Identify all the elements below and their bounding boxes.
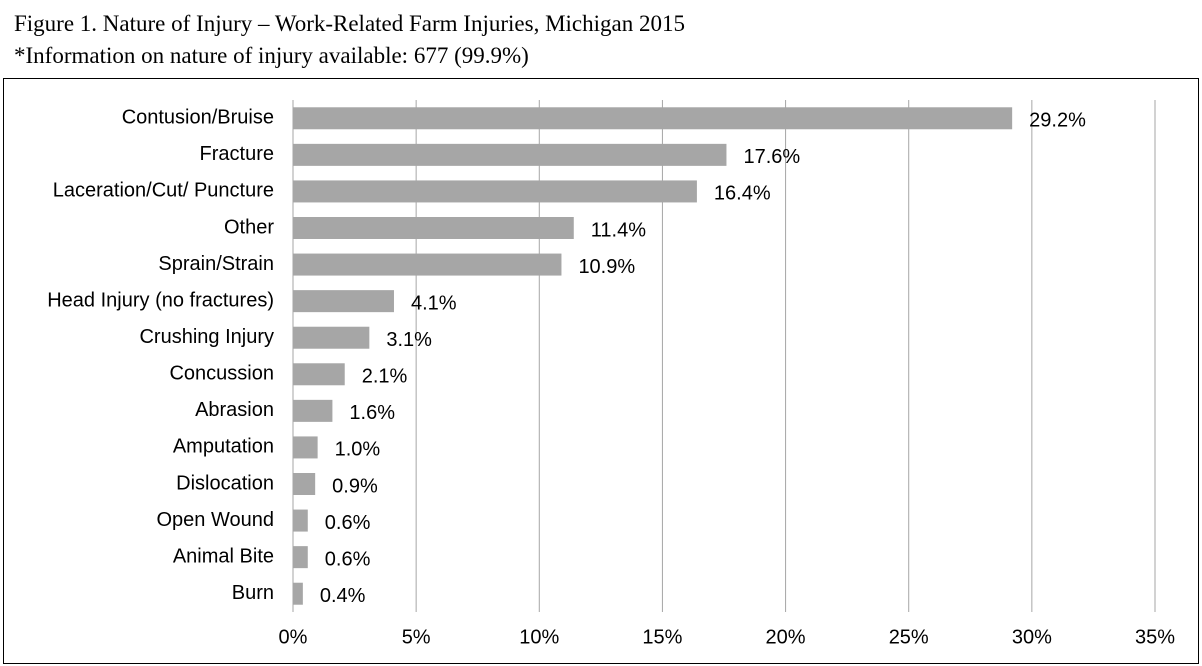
value-label: 0.9% bbox=[332, 475, 378, 497]
value-label: 11.4% bbox=[591, 219, 646, 241]
bar bbox=[293, 363, 345, 386]
y-tick-label: Fracture bbox=[200, 143, 274, 165]
x-tick-label: 0% bbox=[279, 626, 308, 648]
bar bbox=[293, 180, 697, 203]
y-tick-label: Head Injury (no fractures) bbox=[47, 289, 274, 311]
x-tick-label: 35% bbox=[1135, 626, 1175, 648]
chart-frame bbox=[3, 78, 1199, 664]
value-label: 0.6% bbox=[325, 548, 371, 570]
y-tick-label: Laceration/Cut/ Puncture bbox=[53, 180, 274, 202]
chart-subtitle: *Information on nature of injury availab… bbox=[14, 43, 529, 68]
y-tick-label: Concussion bbox=[169, 363, 274, 385]
bar bbox=[293, 253, 562, 276]
bar bbox=[293, 473, 316, 495]
y-tick-label: Sprain/Strain bbox=[158, 253, 274, 275]
value-label: 1.6% bbox=[349, 402, 395, 424]
x-tick-label: 15% bbox=[642, 626, 682, 648]
bar bbox=[293, 399, 333, 422]
bar bbox=[293, 509, 308, 532]
value-label: 2.1% bbox=[362, 366, 408, 388]
x-tick-label: 5% bbox=[402, 626, 431, 648]
bar bbox=[293, 290, 394, 313]
y-tick-label: Open Wound bbox=[157, 509, 275, 531]
value-label: 17.6% bbox=[743, 146, 800, 168]
value-label: 10.9% bbox=[578, 256, 635, 278]
y-tick-label: Amputation bbox=[173, 436, 274, 458]
bar bbox=[293, 326, 370, 349]
bar bbox=[293, 436, 318, 459]
bar bbox=[293, 143, 727, 166]
y-tick-label: Abrasion bbox=[195, 399, 274, 421]
x-tick-label: 20% bbox=[766, 626, 806, 648]
value-label: 29.2% bbox=[1029, 110, 1086, 132]
y-tick-label: Animal Bite bbox=[173, 545, 274, 567]
y-tick-label: Dislocation bbox=[176, 472, 274, 494]
value-label: 3.1% bbox=[386, 329, 432, 351]
bar bbox=[293, 546, 308, 569]
value-label: 0.6% bbox=[325, 512, 371, 534]
value-label: 1.0% bbox=[335, 439, 381, 461]
y-tick-label: Other bbox=[224, 216, 274, 238]
x-tick-label: 10% bbox=[519, 626, 559, 648]
bar bbox=[293, 582, 303, 605]
value-label: 4.1% bbox=[411, 292, 457, 314]
y-tick-label: Contusion/Bruise bbox=[122, 107, 274, 129]
x-tick-label: 25% bbox=[889, 626, 929, 648]
y-tick-label: Crushing Injury bbox=[139, 326, 274, 348]
bar bbox=[293, 107, 1013, 130]
chart-title: Figure 1. Nature of Injury – Work-Relate… bbox=[14, 11, 685, 36]
bar bbox=[293, 217, 574, 239]
value-label: 0.4% bbox=[320, 585, 366, 607]
x-tick-label: 30% bbox=[1012, 626, 1052, 648]
y-tick-label: Burn bbox=[232, 582, 274, 604]
value-label: 16.4% bbox=[714, 183, 771, 205]
